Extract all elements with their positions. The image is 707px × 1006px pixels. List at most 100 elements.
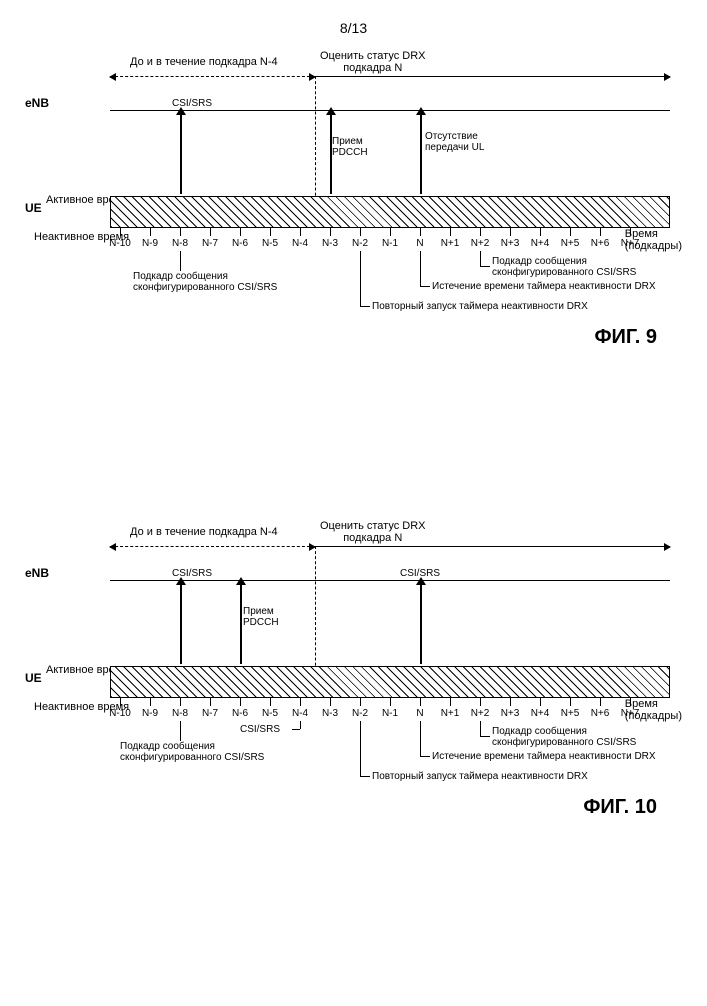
scope-arrow-left <box>110 76 315 77</box>
tick-label: N+3 <box>501 708 520 719</box>
tick-label: N-7 <box>202 238 218 249</box>
scope-arrow-right <box>315 76 670 77</box>
ue-label-10: UE <box>25 671 42 685</box>
tick <box>180 698 181 706</box>
tick <box>450 228 451 236</box>
tick-label: N+2 <box>471 238 490 249</box>
tick <box>450 698 451 706</box>
cfg-l2: сконфигурированного CSI/SRS <box>133 282 277 293</box>
expiry-label: Истечение времени таймера неактивности D… <box>432 281 656 292</box>
config-right-stem-10 <box>480 721 481 736</box>
config-right-label: Подкадр сообщения сконфигурированного CS… <box>492 256 636 278</box>
restart-stem-10 <box>360 721 361 776</box>
config-left2-stem-10 <box>300 721 301 729</box>
config-left2-elbow-10 <box>292 729 300 730</box>
tick-label: N-1 <box>382 238 398 249</box>
config-right-elbow <box>480 266 490 267</box>
csi-srs-arrow-left <box>180 114 182 194</box>
tick <box>120 698 121 706</box>
enb-baseline <box>110 110 670 111</box>
tick-label: N+3 <box>501 238 520 249</box>
tick <box>570 228 571 236</box>
tick-label: N-10 <box>109 238 131 249</box>
tick <box>420 698 421 706</box>
time-l2-10: (подкадры) <box>625 710 682 722</box>
pdcch-label-10: Прием PDCCH <box>243 606 279 628</box>
restart-label-10: Повторный запуск таймера неактивности DR… <box>372 771 588 782</box>
figure-10-label: ФИГ. 10 <box>583 796 657 819</box>
expiry-label-10: Истечение времени таймера неактивности D… <box>432 751 656 762</box>
tick <box>360 698 361 706</box>
config-left-stem <box>180 251 181 271</box>
tick <box>540 228 541 236</box>
time-l2: (подкадры) <box>625 240 682 252</box>
expiry-elbow <box>420 286 430 287</box>
time-l1: Время <box>625 228 658 240</box>
tick-label: N-9 <box>142 238 158 249</box>
tick <box>600 698 601 706</box>
cfg10r-l1: Подкадр сообщения <box>492 726 587 737</box>
tick <box>210 228 211 236</box>
tick-label: N+5 <box>561 238 580 249</box>
enb-baseline-10 <box>110 580 670 581</box>
tick <box>150 228 151 236</box>
time-axis-label-10: Время (подкадры) <box>625 698 682 722</box>
time-axis-label: Время (подкадры) <box>625 228 682 252</box>
tick-label: N-6 <box>232 708 248 719</box>
tick-label: N-8 <box>172 238 188 249</box>
tick <box>330 228 331 236</box>
assess-l1-10: Оценить статус DRX <box>320 520 426 532</box>
scope-before-label: До и в течение подкадра N-4 <box>130 56 278 68</box>
tick <box>360 228 361 236</box>
tick-label: N+1 <box>441 238 460 249</box>
tick-label: N+6 <box>591 708 610 719</box>
scope-arrow-left-10 <box>110 546 315 547</box>
timeline-hatched-10 <box>110 666 670 698</box>
expiry-stem-10 <box>420 721 421 756</box>
tick-label: N-10 <box>109 708 131 719</box>
csi-srs-label-right-10: CSI/SRS <box>400 568 440 579</box>
tick <box>390 228 391 236</box>
pdcch-l1-10: Прием <box>243 606 274 617</box>
scope-before-label-10: До и в течение подкадра N-4 <box>130 526 278 538</box>
no-ul-arrow <box>420 114 422 194</box>
pdcch-l2-10: PDCCH <box>243 617 279 628</box>
cfg-l1: Подкадр сообщения <box>133 271 228 282</box>
page-number: 8/13 <box>20 20 687 36</box>
tick-label: N+5 <box>561 708 580 719</box>
enb-label-10: eNB <box>25 566 49 580</box>
tick <box>570 698 571 706</box>
tick <box>150 698 151 706</box>
tick <box>480 698 481 706</box>
expiry-elbow-10 <box>420 756 430 757</box>
tick <box>390 698 391 706</box>
tick <box>270 228 271 236</box>
tick-row-9: N-10N-9N-8N-7N-6N-5N-4N-3N-2N-1NN+1N+2N+… <box>110 228 647 238</box>
tick-label: N-5 <box>262 708 278 719</box>
figure-9: eNB До и в течение подкадра N-4 Оценить … <box>20 46 687 486</box>
csi-srs-label-left-10: CSI/SRS <box>172 568 212 579</box>
cfg-r-l2: сконфигурированного CSI/SRS <box>492 267 636 278</box>
config-right-stem <box>480 251 481 266</box>
tick-label: N-1 <box>382 708 398 719</box>
tick-label: N+4 <box>531 238 550 249</box>
pdcch-l2: PDCCH <box>332 147 368 158</box>
tick-label: N-3 <box>322 708 338 719</box>
tick <box>510 698 511 706</box>
tick-label: N-6 <box>232 238 248 249</box>
tick-label: N+6 <box>591 238 610 249</box>
tick-label: N+1 <box>441 708 460 719</box>
tick <box>420 228 421 236</box>
timeline-hatched <box>110 196 670 228</box>
tick <box>240 228 241 236</box>
pdcch-arrow-10 <box>240 584 242 664</box>
enb-label: eNB <box>25 96 49 110</box>
tick <box>240 698 241 706</box>
assess-l1: Оценить статус DRX <box>320 50 426 62</box>
tick-label: N-9 <box>142 708 158 719</box>
config-left-label-10: Подкадр сообщения сконфигурированного CS… <box>120 741 264 763</box>
config-left2-label-10: CSI/SRS <box>240 724 280 735</box>
tick-label: N-3 <box>322 238 338 249</box>
tick-label: N+2 <box>471 708 490 719</box>
tick-label: N-2 <box>352 708 368 719</box>
